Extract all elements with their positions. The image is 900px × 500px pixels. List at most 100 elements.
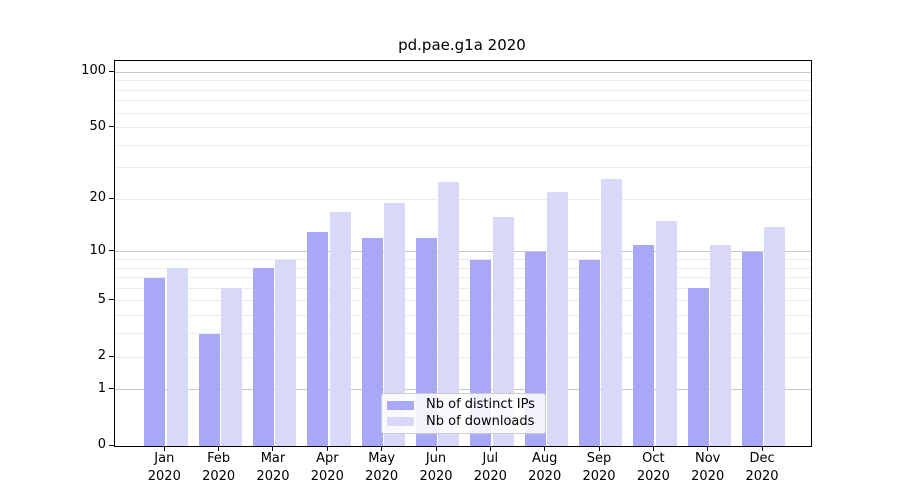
bar-distinct-ips (579, 259, 601, 446)
x-tick-year: 2020 (745, 469, 779, 484)
x-tick-label: Jul 2020 (462, 450, 518, 486)
legend-swatch-distinct-ips (387, 400, 414, 410)
legend-label-distinct-ips: Nb of distinct IPs (426, 397, 535, 413)
gridline-minor (115, 167, 811, 169)
x-tick-mark (218, 446, 220, 451)
gridline-minor (115, 144, 811, 146)
x-tick-month: Sep (586, 451, 612, 466)
y-tick-mark (109, 197, 114, 199)
x-tick-month: May (368, 451, 396, 466)
y-tick-mark (109, 250, 114, 252)
y-tick-label: 100 (81, 63, 106, 79)
plot-area: Nb of distinct IPs Nb of downloads (114, 60, 812, 447)
x-tick-month: Jun (425, 451, 447, 466)
gridline-minor (115, 89, 811, 91)
x-tick-year: 2020 (310, 469, 344, 484)
x-tick-mark (761, 446, 763, 451)
y-tick-mark (109, 299, 114, 301)
gridline-minor (115, 198, 811, 200)
x-tick-month: Aug (531, 451, 558, 466)
gridline-minor (115, 259, 811, 260)
x-tick-label: Sep 2020 (571, 450, 627, 486)
gridline-minor (115, 127, 811, 129)
bar-downloads (710, 244, 732, 446)
x-tick-label: May 2020 (354, 450, 410, 486)
bar-downloads (275, 259, 297, 446)
bar-downloads (166, 268, 188, 446)
y-tick-label: 50 (89, 118, 106, 134)
bar-distinct-ips (307, 232, 329, 446)
x-tick-mark (326, 446, 328, 451)
gridline-minor (115, 315, 811, 317)
bar-distinct-ips (252, 268, 274, 446)
y-tick-mark (109, 388, 114, 390)
bar-downloads (547, 192, 569, 446)
x-tick-month: Apr (316, 451, 339, 466)
y-tick-label: 0 (97, 437, 106, 452)
x-tick-year: 2020 (582, 469, 616, 484)
x-tick-year: 2020 (147, 469, 181, 484)
gridline-minor (115, 80, 811, 82)
x-tick-month: Jul (482, 451, 499, 466)
gridline-major (115, 389, 811, 391)
x-tick-month: Oct (642, 451, 665, 466)
x-tick-mark (544, 446, 546, 451)
y-tick-mark (109, 355, 114, 357)
y-tick-mark (109, 126, 114, 128)
gridline-minor (115, 287, 811, 289)
legend-item-downloads: Nb of downloads (387, 414, 540, 431)
x-tick-mark (707, 446, 709, 451)
bar-downloads (655, 221, 677, 446)
y-tick-label: 5 (97, 291, 106, 307)
bar-downloads (438, 182, 460, 446)
x-tick-mark (272, 446, 274, 451)
y-tick-label: 10 (89, 242, 106, 258)
legend-item-distinct-ips: Nb of distinct IPs (387, 397, 540, 414)
gridline-minor (115, 356, 811, 358)
gridline-major (115, 251, 811, 253)
legend: Nb of distinct IPs Nb of downloads (381, 393, 546, 434)
x-tick-label: Jun 2020 (408, 450, 464, 486)
bar-downloads (601, 179, 623, 446)
gridline-minor (115, 277, 811, 279)
y-tick-mark (109, 70, 114, 72)
x-tick-month: Jan (154, 451, 175, 466)
legend-swatch-downloads (387, 417, 414, 427)
y-tick-label: 2 (97, 348, 106, 364)
x-tick-year: 2020 (419, 469, 453, 484)
gridline-minor (115, 300, 811, 302)
bar-distinct-ips (742, 251, 764, 446)
x-tick-mark (381, 446, 383, 451)
y-tick-label: 1 (97, 380, 106, 396)
bar-distinct-ips (198, 333, 220, 446)
bar-downloads (764, 226, 786, 446)
x-tick-mark (435, 446, 437, 451)
x-tick-label: Aug 2020 (517, 450, 573, 486)
x-tick-label: Feb 2020 (191, 450, 247, 486)
gridline-minor (115, 267, 811, 269)
gridline-minor (115, 100, 811, 102)
x-tick-mark (163, 446, 165, 451)
y-tick-label: 20 (89, 190, 106, 206)
x-tick-year: 2020 (473, 469, 507, 484)
bar-distinct-ips (687, 288, 709, 446)
bar-downloads (492, 216, 514, 446)
x-tick-mark (489, 446, 491, 451)
bar-distinct-ips (144, 277, 166, 446)
bar-distinct-ips (361, 238, 383, 446)
y-tick-mark (109, 444, 114, 446)
gridline-minor (115, 112, 811, 114)
x-tick-mark (598, 446, 600, 451)
bar-downloads (384, 203, 406, 446)
x-tick-month: Feb (207, 451, 231, 466)
x-tick-year: 2020 (691, 469, 725, 484)
x-tick-label: Apr 2020 (299, 450, 355, 486)
chart-title: pd.pae.g1a 2020 (398, 36, 526, 54)
x-tick-label: Mar 2020 (245, 450, 301, 486)
x-tick-label: Dec 2020 (734, 450, 790, 486)
bar-downloads (329, 211, 351, 446)
x-tick-month: Mar (260, 451, 286, 466)
x-tick-mark (652, 446, 654, 451)
x-tick-year: 2020 (636, 469, 670, 484)
